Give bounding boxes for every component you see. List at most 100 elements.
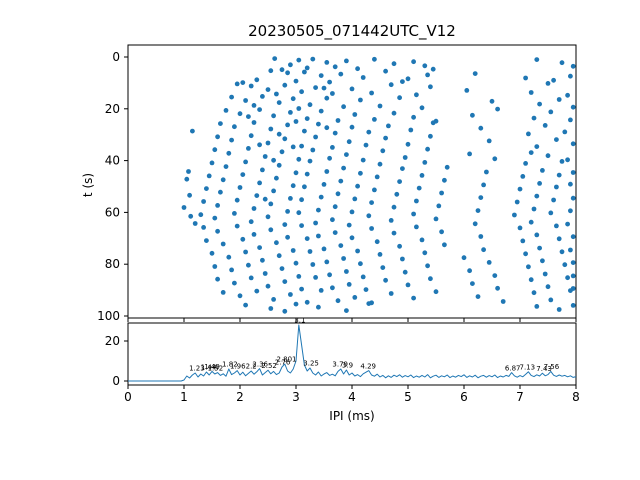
scatter-point [528, 219, 534, 225]
scatter-point [260, 257, 265, 263]
peak-annotation: 2.801 [276, 356, 296, 364]
scatter-point [408, 127, 414, 133]
scatter-point [374, 239, 380, 245]
scatter-point [414, 92, 419, 98]
scatter-point [534, 144, 540, 150]
scatter-point [240, 236, 246, 242]
scatter-point [388, 291, 394, 296]
scatter-point [338, 71, 344, 77]
histogram-xtick-label: 1 [180, 390, 188, 404]
raster-ytick-label: 60 [105, 205, 120, 219]
scatter-point [366, 301, 372, 306]
histogram-line [128, 324, 577, 382]
scatter-point [349, 235, 355, 241]
scatter-point [346, 139, 352, 145]
scatter-point [517, 186, 523, 192]
scatter-point [349, 209, 355, 215]
scatter-point [271, 188, 276, 194]
scatter-point [262, 196, 268, 202]
scatter-point [332, 64, 338, 70]
scatter-point [528, 277, 534, 283]
scatter-point [526, 131, 531, 137]
raster-ytick-label: 100 [97, 309, 120, 323]
scatter-point [282, 222, 288, 228]
peak-annotation: 2.76 [275, 359, 291, 367]
scatter-point [556, 236, 562, 242]
scatter-point [433, 216, 439, 222]
scatter-point [271, 157, 276, 163]
scatter-point [232, 124, 237, 130]
peak-annotation: 7.56 [544, 363, 560, 371]
scatter-point [545, 81, 551, 86]
scatter-point [304, 236, 310, 242]
histogram-xtick-label: 8 [572, 390, 580, 404]
scatter-point [467, 151, 472, 157]
scatter-point [568, 181, 573, 187]
scatter-point [383, 277, 388, 283]
scatter-point [237, 293, 243, 299]
peak-annotations: 1.231.441.491.521.821.96 2.22.362.522.762… [189, 317, 560, 373]
scatter-point [276, 162, 282, 168]
scatter-point [352, 295, 358, 300]
scatter-point [556, 172, 562, 178]
peak-annotation: 3.79 [332, 361, 348, 369]
scatter-point [186, 169, 191, 174]
scatter-point [201, 199, 207, 204]
scatter-point [248, 133, 254, 139]
scatter-point [374, 174, 380, 180]
histogram-xtick-label: 5 [404, 390, 412, 404]
scatter-point [568, 117, 573, 123]
scatter-point [344, 152, 349, 158]
scatter-point [559, 249, 565, 255]
scatter-point [268, 126, 274, 132]
raster-ytick-label: 0 [112, 50, 120, 64]
scatter-point [240, 172, 246, 178]
scatter-point [548, 109, 554, 115]
scatter-point [358, 261, 363, 267]
scatter-point [274, 240, 279, 246]
scatter-point [475, 208, 481, 214]
scatter-point [268, 306, 274, 311]
scatter-point [352, 196, 358, 202]
scatter-point [262, 154, 268, 159]
scatter-point [257, 245, 262, 251]
scatter-point [481, 182, 486, 188]
scatter-point [313, 134, 318, 140]
scatter-point [568, 73, 573, 79]
scatter-point [276, 100, 282, 105]
scatter-point [419, 237, 425, 243]
scatter-point [304, 116, 310, 121]
scatter-point [360, 157, 366, 163]
scatter-point [388, 82, 394, 88]
scatter-point [265, 87, 271, 92]
scatter-point [243, 98, 249, 103]
scatter-point [302, 69, 307, 75]
scatter-point [422, 250, 428, 256]
scatter-point [414, 198, 419, 204]
scatter-point [204, 238, 209, 244]
scatter-point [537, 245, 542, 251]
scatter-point [486, 260, 492, 265]
scatter-point [243, 159, 249, 165]
figure-title: 20230505_071442UTC_V12 [248, 22, 456, 41]
scatter-point [324, 125, 330, 131]
peak-annotation: 1.52 [208, 364, 224, 372]
scatter-point [349, 124, 355, 130]
scatter-point [551, 197, 556, 203]
y-axis-label: t (s) [81, 173, 95, 197]
scatter-point [570, 303, 576, 308]
scatter-point [299, 197, 304, 203]
scatter-point [296, 156, 302, 162]
scatter-point [442, 242, 447, 248]
scatter-point [542, 123, 548, 128]
scatter-point [293, 119, 299, 124]
scatter-point [285, 209, 290, 214]
scatter-point [397, 179, 402, 185]
scatter-point [234, 223, 240, 229]
scatter-point [411, 211, 416, 217]
scatter-point [282, 82, 288, 88]
scatter-point [240, 80, 246, 85]
scatter-point [570, 195, 576, 201]
scatter-point [237, 111, 243, 117]
scatter-point [478, 234, 484, 239]
